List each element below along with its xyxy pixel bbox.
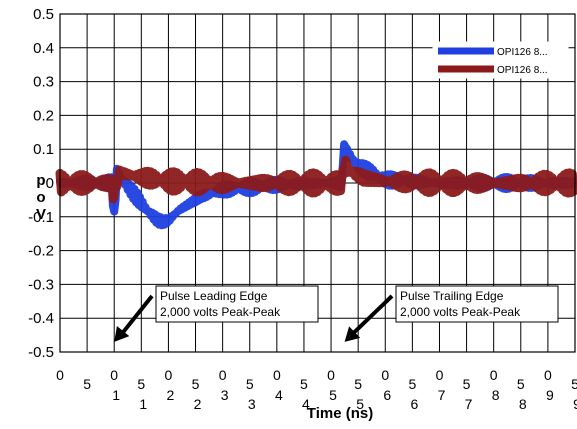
y-axis-label-char: o bbox=[36, 189, 45, 206]
x-tick-label: 8 bbox=[492, 387, 500, 403]
x-tick-label: 2 bbox=[167, 387, 175, 403]
series-group bbox=[55, 140, 577, 230]
annotation-text: Pulse Leading Edge bbox=[160, 289, 268, 303]
x-tick-label: 5 bbox=[408, 376, 416, 392]
x-tick-label: 0 bbox=[327, 367, 335, 383]
x-tick-label: 0 bbox=[219, 367, 227, 383]
x-tick-label: 3 bbox=[221, 387, 229, 403]
annotation-box bbox=[155, 285, 319, 323]
x-tick-label: 5 bbox=[246, 376, 254, 392]
x-tick-label: 5 bbox=[356, 396, 364, 412]
y-tick-label: 0 bbox=[46, 175, 54, 192]
x-tick-label: 2 bbox=[194, 396, 202, 412]
x-tick-label: 0 bbox=[490, 367, 498, 383]
annotation-arrow bbox=[118, 294, 154, 338]
legend: OPI126 8... OPI126 8... bbox=[432, 41, 569, 79]
annotation-box bbox=[395, 285, 559, 323]
y-tick-label: 0.4 bbox=[33, 40, 54, 57]
x-tick-label: 5 bbox=[571, 376, 577, 392]
x-tick-label: 5 bbox=[329, 387, 337, 403]
legend-label-2: OPI126 8... bbox=[497, 65, 548, 76]
x-tick-label: 5 bbox=[137, 376, 145, 392]
x-tick-label: 8 bbox=[519, 396, 527, 412]
y-tick-label: -0.1 bbox=[28, 209, 54, 226]
x-tick-label: 4 bbox=[302, 396, 310, 412]
x-tick-label: 7 bbox=[438, 387, 446, 403]
y-tick-label: 0.3 bbox=[33, 74, 54, 91]
x-axis-label: Time (ns) bbox=[307, 405, 373, 422]
x-tick-label: 0 bbox=[56, 367, 64, 383]
x-tick-label: 0 bbox=[544, 367, 552, 383]
annotation-text: 2,000 volts Peak-Peak bbox=[160, 305, 281, 319]
x-tick-label: 4 bbox=[275, 387, 283, 403]
annotation-arrowhead bbox=[344, 326, 361, 342]
y-tick-label: -0.5 bbox=[28, 344, 54, 361]
y-axis-label-char: V bbox=[36, 206, 46, 223]
x-tick-label: 5 bbox=[192, 376, 200, 392]
y-tick-label: 0.1 bbox=[33, 141, 54, 158]
x-tick-label: 0 bbox=[436, 367, 444, 383]
x-tick-label: 9 bbox=[573, 396, 577, 412]
x-tick-label: 0 bbox=[110, 367, 118, 383]
x-tick-label: 5 bbox=[354, 376, 362, 392]
x-tick-label: 1 bbox=[112, 387, 120, 403]
annotation-arrowhead bbox=[114, 325, 130, 342]
x-tick-label: 0 bbox=[381, 367, 389, 383]
x-tick-label: 1 bbox=[139, 396, 147, 412]
x-tick-label: 3 bbox=[248, 396, 256, 412]
x-tick-label: 0 bbox=[165, 367, 173, 383]
x-tick-label: 6 bbox=[383, 387, 391, 403]
y-tick-label: 0.5 bbox=[33, 6, 54, 23]
plot-frame bbox=[59, 13, 576, 353]
y-axis-label: poV bbox=[36, 172, 46, 223]
y-tick-label: -0.2 bbox=[28, 243, 54, 260]
annotations: Pulse Leading Edge 2,000 volts Peak-Peak P… bbox=[114, 285, 559, 342]
x-tick-label: 5 bbox=[83, 376, 91, 392]
x-tick-label: 5 bbox=[463, 376, 471, 392]
x-tick-label: 5 bbox=[517, 376, 525, 392]
y-axis-label-char: p bbox=[36, 172, 45, 189]
x-tick-label: 0 bbox=[273, 367, 281, 383]
tick-labels: 0.50.40.30.20.10-0.1-0.2-0.3-0.4-0.50501… bbox=[28, 6, 577, 412]
y-tick-label: -0.3 bbox=[28, 276, 54, 293]
legend-label-1: OPI126 8... bbox=[497, 47, 548, 58]
y-tick-label: -0.4 bbox=[28, 310, 54, 327]
y-tick-label: 0.2 bbox=[33, 107, 54, 124]
x-tick-label: 9 bbox=[546, 387, 554, 403]
series-line-2 bbox=[55, 155, 577, 204]
annotation-text: 2,000 volts Peak-Peak bbox=[400, 305, 521, 319]
x-tick-label: 5 bbox=[300, 376, 308, 392]
x-tick-label: 7 bbox=[465, 396, 473, 412]
x-tick-label: 6 bbox=[410, 396, 418, 412]
annotation-arrow bbox=[349, 294, 394, 338]
annotation-text: Pulse Trailing Edge bbox=[400, 289, 504, 303]
